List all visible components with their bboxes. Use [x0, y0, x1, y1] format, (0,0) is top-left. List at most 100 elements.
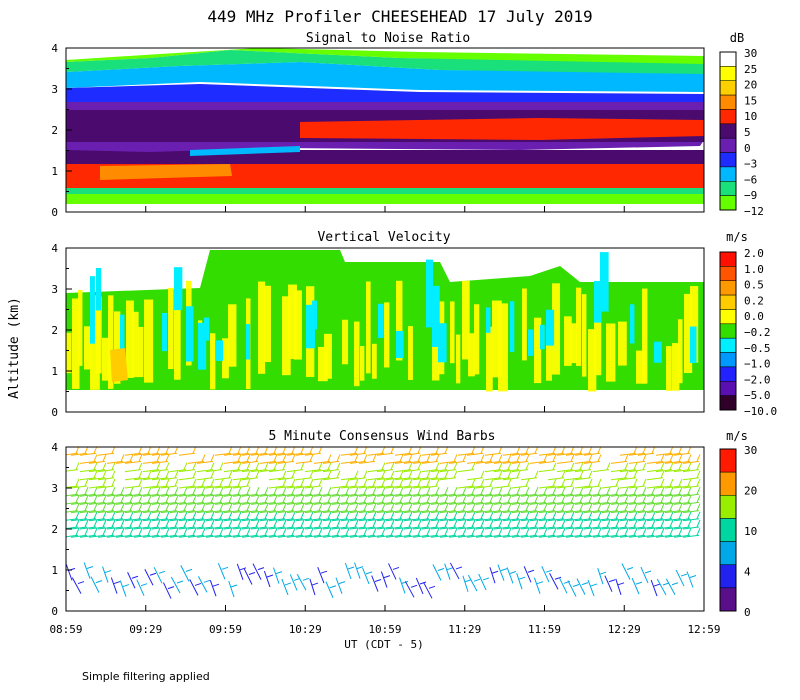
wind-barb: [142, 477, 160, 481]
wind-barb: [696, 495, 701, 503]
wind-barb: [232, 460, 250, 464]
wind-barb: [250, 526, 268, 530]
wind-barb: [291, 528, 296, 536]
wind-barb: [286, 526, 304, 530]
wind-barb: [282, 519, 287, 528]
colorbar-swatch: [719, 541, 737, 565]
wind-barb: [457, 534, 475, 538]
wind-barb: [552, 495, 557, 503]
wind-barb: [165, 462, 170, 470]
wind-barb: [322, 501, 340, 505]
velocity-streak: [96, 296, 102, 374]
wind-barb: [363, 495, 368, 503]
wind-barb: [565, 501, 583, 505]
wind-barb: [142, 469, 160, 473]
wind-barb: [268, 452, 286, 456]
wind-barb: [385, 493, 403, 497]
wind-barb: [147, 511, 152, 519]
velocity-streak: [600, 252, 609, 312]
wind-barb: [349, 493, 367, 497]
wind-barb: [138, 462, 143, 470]
wind-barb: [367, 493, 385, 497]
wind-barb: [127, 572, 136, 589]
wind-barb: [547, 485, 565, 489]
wind-barb: [538, 460, 556, 464]
wind-barb: [169, 510, 187, 514]
wind-barb: [363, 478, 368, 487]
wind-barb: [358, 485, 376, 489]
wind-barb: [498, 470, 503, 478]
wind-barb: [300, 511, 305, 519]
wind-barb: [511, 493, 529, 497]
colorbar-swatch: [719, 94, 737, 110]
wind-barb: [259, 526, 277, 530]
colorbar-swatch: [719, 323, 737, 339]
wind-barb: [246, 528, 251, 536]
wind-barb: [345, 519, 350, 528]
velocity-streak: [222, 338, 229, 379]
wind-barb: [129, 528, 134, 536]
wind-barb: [466, 518, 484, 522]
wind-barb: [349, 510, 367, 514]
wind-barb: [579, 462, 584, 470]
wind-barb: [426, 503, 431, 511]
velocity-streak: [162, 313, 168, 352]
wind-barb: [498, 462, 503, 470]
wind-barb: [543, 454, 548, 462]
wind-barb: [403, 510, 421, 514]
wind-barb: [354, 528, 359, 536]
wind-barb: [660, 454, 665, 462]
wind-barb: [682, 526, 700, 530]
wind-barb: [320, 570, 328, 574]
wind-barb: [196, 493, 214, 497]
wind-barb: [588, 511, 593, 519]
wind-barb: [538, 510, 556, 514]
wind-barb: [547, 477, 565, 481]
wind-barb: [669, 487, 674, 495]
wind-barb: [174, 470, 179, 478]
wind-barb: [561, 487, 566, 495]
wind-barb: [583, 518, 601, 522]
wind-barb: [174, 495, 179, 503]
velocity-orange-patch: [110, 348, 128, 382]
colorbar-swatch: [719, 123, 737, 139]
wind-barb: [97, 526, 115, 530]
wind-barb: [237, 454, 242, 462]
wind-barb: [480, 511, 485, 519]
wind-barb: [689, 575, 697, 578]
wind-barb: [197, 576, 208, 593]
wind-barb: [610, 469, 628, 473]
wind-barb: [516, 511, 521, 519]
wind-barb: [129, 503, 134, 511]
wind-barb: [687, 454, 692, 462]
wind-barb: [403, 452, 421, 456]
wind-barb: [192, 503, 197, 511]
wind-barb: [462, 487, 467, 495]
wind-barb: [601, 493, 619, 497]
wind-barb: [304, 526, 322, 530]
wind-barb: [498, 528, 503, 536]
wind-barb: [426, 528, 431, 536]
wind-barb: [651, 528, 656, 536]
wind-barb: [686, 571, 694, 588]
wind-barb: [367, 526, 385, 530]
wind-barb: [430, 526, 448, 530]
wind-barb: [318, 495, 323, 503]
wind-barb: [147, 495, 152, 503]
wind-barb: [75, 503, 80, 511]
wind-barb: [79, 518, 97, 522]
wind-barb: [491, 570, 499, 574]
wind-barb: [561, 528, 566, 536]
wind-barb: [457, 469, 475, 473]
velocity-streak: [582, 294, 587, 377]
wind-barb: [583, 510, 601, 514]
wind-barb: [268, 460, 286, 464]
wind-barb: [664, 485, 682, 489]
wind-barb: [408, 454, 413, 462]
wind-barb: [237, 511, 242, 519]
wind-barb: [637, 518, 655, 522]
wind-barb: [210, 528, 215, 536]
velocity-streak: [396, 280, 403, 361]
wind-barb: [637, 526, 655, 530]
wind-barb: [309, 470, 314, 478]
